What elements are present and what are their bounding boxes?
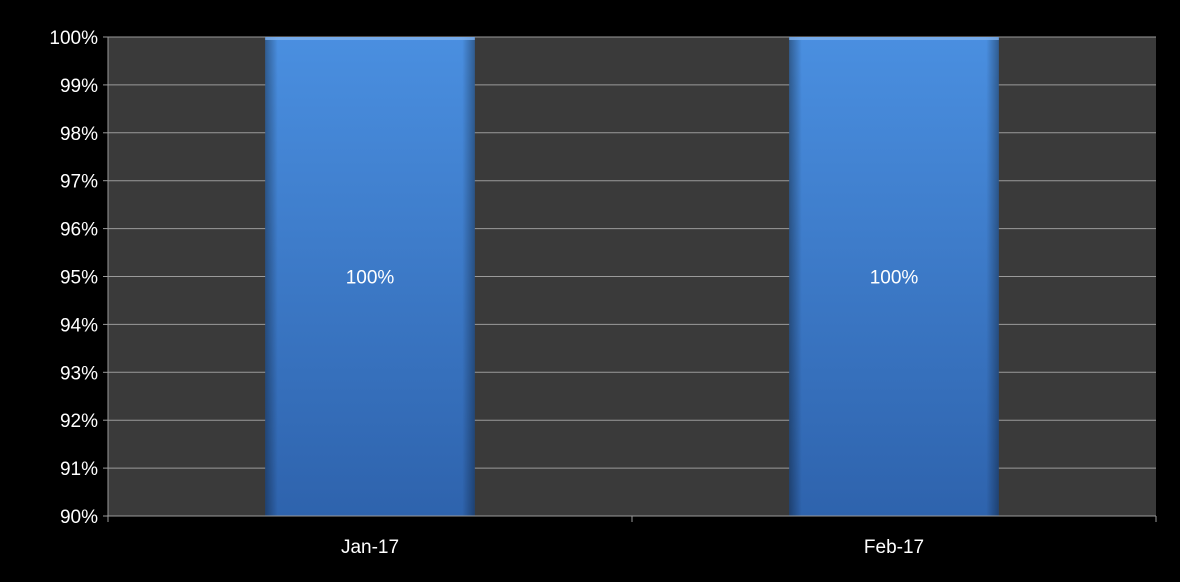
x-tick-label: Jan-17	[341, 537, 399, 558]
bars	[265, 37, 999, 516]
y-tick-label: 94%	[60, 315, 98, 336]
y-tick-label: 92%	[60, 411, 98, 432]
bar-highlight	[265, 37, 475, 40]
y-tick-label: 98%	[60, 124, 98, 145]
y-tick-label: 91%	[60, 459, 98, 480]
x-axis: Jan-17 Feb-17	[107, 515, 1157, 558]
y-tick-label: 93%	[60, 363, 98, 384]
bar-highlight	[789, 37, 999, 40]
bar-edge-shade	[265, 37, 475, 516]
data-label: 100%	[870, 268, 919, 289]
y-tick-label: 97%	[60, 172, 98, 193]
y-tick-label: 96%	[60, 220, 98, 241]
y-tick-label: 99%	[60, 76, 98, 97]
data-labels: 100% 100%	[346, 268, 919, 289]
y-tick-label: 90%	[60, 507, 98, 528]
data-label: 100%	[346, 268, 395, 289]
bar-edge-shade	[789, 37, 999, 516]
y-axis: 90% 91% 92% 93% 94% 95% 96% 97% 98% 99% 100%	[49, 28, 109, 528]
x-tick-label: Feb-17	[864, 537, 924, 558]
y-tick-label: 100%	[49, 28, 98, 49]
y-tick-label: 95%	[60, 268, 98, 289]
bar-group	[265, 37, 475, 516]
bar-group	[789, 37, 999, 516]
